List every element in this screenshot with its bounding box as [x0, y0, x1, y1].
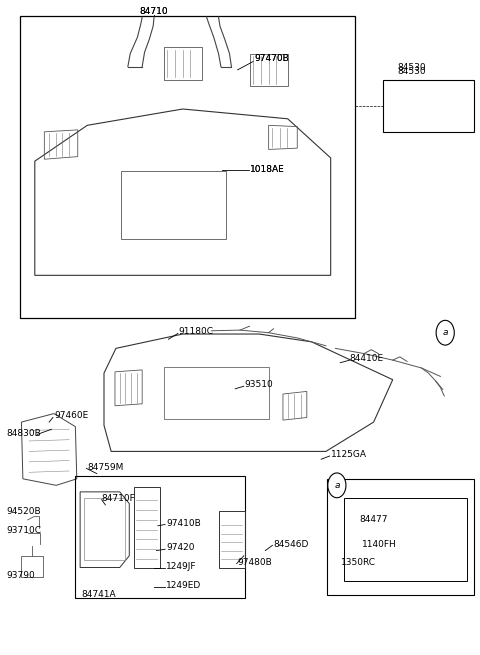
- Text: 1249ED: 1249ED: [166, 581, 201, 590]
- Text: 97470B: 97470B: [254, 54, 289, 64]
- Text: 1350RC: 1350RC: [341, 558, 376, 567]
- Text: 84530: 84530: [397, 64, 426, 73]
- Bar: [383, 80, 474, 132]
- Text: 84530: 84530: [397, 67, 426, 77]
- Bar: [75, 476, 245, 598]
- Bar: [21, 16, 355, 318]
- Bar: [164, 367, 269, 419]
- Text: 1140FH: 1140FH: [362, 540, 396, 548]
- Text: 84477: 84477: [360, 515, 388, 525]
- Circle shape: [436, 320, 454, 345]
- Text: 84741A: 84741A: [82, 590, 116, 599]
- Text: 93710C: 93710C: [6, 527, 41, 536]
- Text: 91180C: 91180C: [178, 327, 213, 336]
- Bar: [164, 47, 202, 80]
- Text: 94520B: 94520B: [6, 507, 41, 516]
- Text: 97420: 97420: [166, 544, 194, 552]
- Text: 1018AE: 1018AE: [250, 165, 284, 174]
- Text: 97410B: 97410B: [166, 519, 201, 528]
- Bar: [22, 556, 43, 576]
- Text: 84546D: 84546D: [274, 540, 309, 548]
- Text: 1018AE: 1018AE: [250, 165, 284, 174]
- Bar: [120, 171, 226, 240]
- Bar: [250, 54, 288, 86]
- Circle shape: [328, 473, 346, 498]
- Text: 97460E: 97460E: [54, 411, 88, 420]
- Bar: [84, 498, 125, 559]
- Text: 97470B: 97470B: [254, 54, 289, 64]
- Text: 84710F: 84710F: [102, 494, 135, 503]
- Text: 84759M: 84759M: [87, 462, 124, 472]
- Text: a: a: [443, 328, 448, 337]
- Bar: [327, 479, 474, 595]
- Text: 84830B: 84830B: [6, 428, 41, 438]
- Text: a: a: [334, 481, 340, 490]
- Text: 1125GA: 1125GA: [331, 450, 367, 459]
- Text: 84710: 84710: [140, 7, 168, 16]
- Text: 93790: 93790: [6, 571, 35, 580]
- Text: 93510: 93510: [245, 381, 274, 389]
- Bar: [344, 498, 467, 580]
- Text: 1249JF: 1249JF: [166, 563, 196, 571]
- Text: 84410E: 84410E: [350, 354, 384, 364]
- Text: 84710: 84710: [140, 7, 168, 16]
- Text: 97480B: 97480B: [238, 558, 272, 567]
